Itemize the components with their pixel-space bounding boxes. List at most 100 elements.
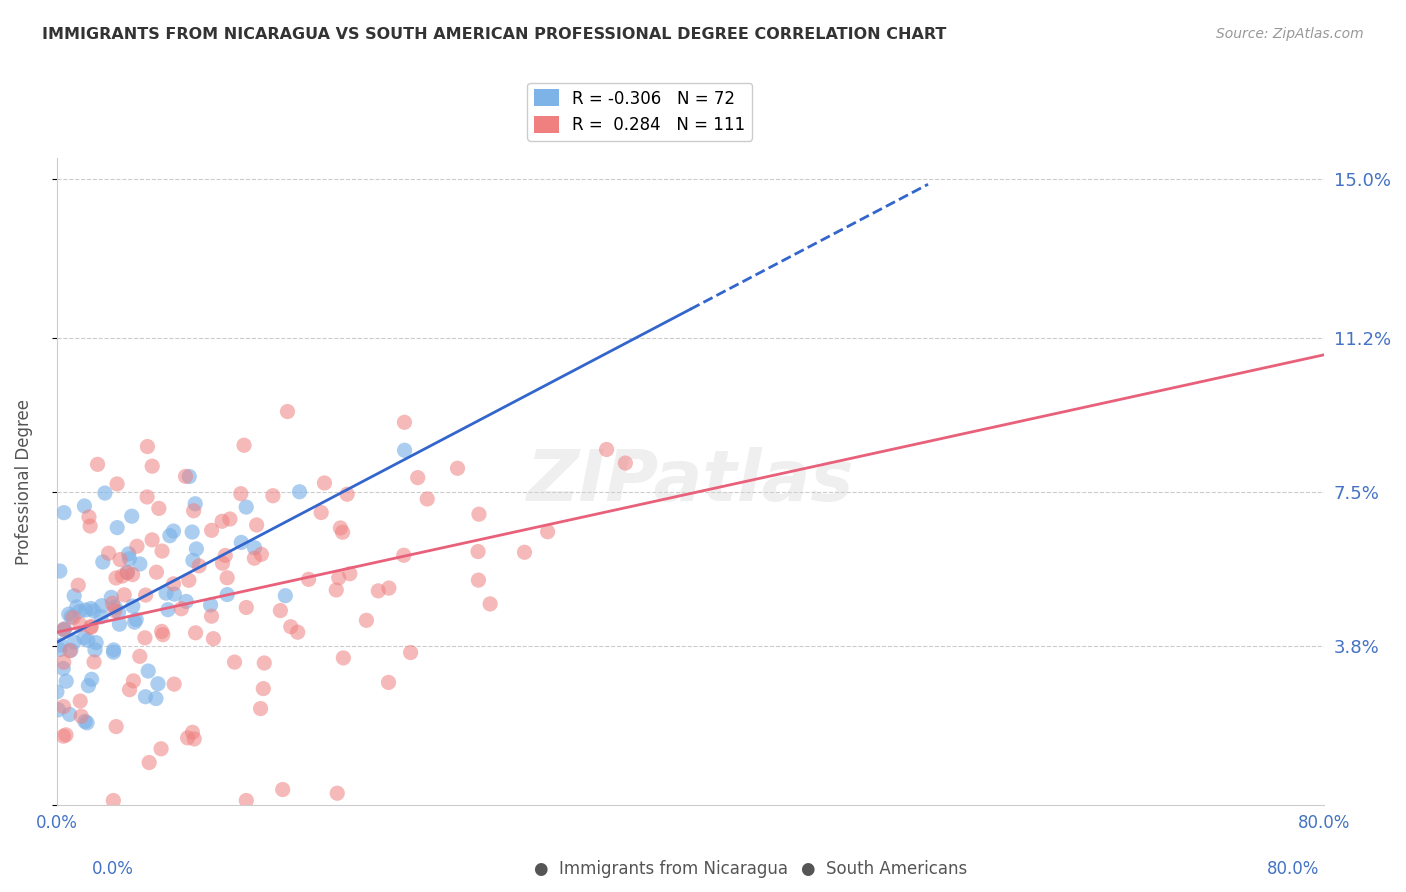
Point [117, 566, 139, 580]
Point [145, 691, 167, 706]
Point [156, 602, 179, 616]
Point [146, 677, 169, 691]
Text: 80.0%: 80.0% [1267, 860, 1320, 878]
Point [112, 588, 135, 602]
Point [467, 544, 489, 558]
Point [184, 625, 207, 640]
Point [150, 624, 173, 639]
Point [253, 656, 276, 670]
Point [52, 506, 75, 520]
Point [69, 694, 91, 708]
Point [170, 601, 193, 615]
Point [108, 617, 131, 632]
Point [84, 643, 107, 657]
Point [46, 703, 69, 717]
Point [309, 506, 332, 520]
Point [159, 529, 181, 543]
Point [121, 509, 143, 524]
Point [332, 651, 354, 665]
Text: ●  Immigrants from Nicaragua: ● Immigrants from Nicaragua [534, 860, 789, 878]
Point [181, 524, 204, 539]
Point [70, 709, 93, 723]
Point [329, 521, 352, 535]
Point [211, 514, 233, 528]
Point [162, 577, 184, 591]
Point [181, 553, 204, 567]
Point [75, 603, 97, 617]
Point [184, 497, 207, 511]
Point [200, 609, 222, 624]
Point [49, 638, 72, 652]
Point [49, 642, 72, 657]
Point [416, 491, 439, 506]
Point [235, 600, 257, 615]
Point [58, 707, 80, 722]
Point [229, 486, 252, 500]
Point [224, 655, 246, 669]
Point [104, 604, 127, 618]
Point [69, 617, 91, 632]
Point [406, 470, 429, 484]
Point [183, 731, 205, 746]
Point [271, 782, 294, 797]
Point [202, 632, 225, 646]
Point [121, 599, 143, 613]
Point [152, 628, 174, 642]
Point [100, 591, 122, 605]
Point [188, 558, 211, 573]
Point [243, 551, 266, 566]
Point [141, 459, 163, 474]
Point [249, 701, 271, 715]
Point [59, 644, 82, 658]
Point [83, 655, 105, 669]
Point [53, 623, 76, 637]
Point [235, 793, 257, 807]
Text: 0.0%: 0.0% [91, 860, 134, 878]
Point [274, 589, 297, 603]
Point [467, 573, 489, 587]
Point [134, 631, 156, 645]
Point [336, 487, 359, 501]
Legend: R = -0.306   N = 72, R =  0.284   N = 111: R = -0.306 N = 72, R = 0.284 N = 111 [527, 83, 752, 141]
Point [211, 556, 233, 570]
Point [125, 539, 148, 553]
Point [52, 729, 75, 743]
Point [201, 524, 224, 538]
Point [103, 793, 125, 807]
Text: ZIPatlas: ZIPatlas [527, 447, 853, 516]
Point [280, 620, 302, 634]
Point [163, 587, 186, 601]
Point [79, 519, 101, 533]
Point [84, 635, 107, 649]
Point [214, 549, 236, 563]
Point [121, 567, 143, 582]
Point [105, 477, 128, 491]
Point [377, 675, 399, 690]
Point [186, 541, 208, 556]
Point [105, 720, 128, 734]
Point [77, 510, 100, 524]
Point [80, 673, 103, 687]
Point [73, 714, 96, 729]
Point [231, 535, 253, 549]
Point [176, 731, 198, 745]
Point [513, 545, 536, 559]
Point [392, 548, 415, 562]
Point [219, 512, 242, 526]
Point [145, 565, 167, 579]
Point [325, 582, 347, 597]
Point [252, 681, 274, 696]
Point [200, 598, 222, 612]
Point [59, 643, 82, 657]
Point [97, 546, 120, 560]
Point [90, 609, 112, 624]
Point [163, 677, 186, 691]
Point [66, 599, 89, 614]
Point [94, 486, 117, 500]
Point [52, 661, 75, 675]
Point [217, 571, 239, 585]
Point [235, 500, 257, 514]
Point [250, 547, 273, 561]
Point [128, 557, 150, 571]
Point [332, 525, 354, 540]
